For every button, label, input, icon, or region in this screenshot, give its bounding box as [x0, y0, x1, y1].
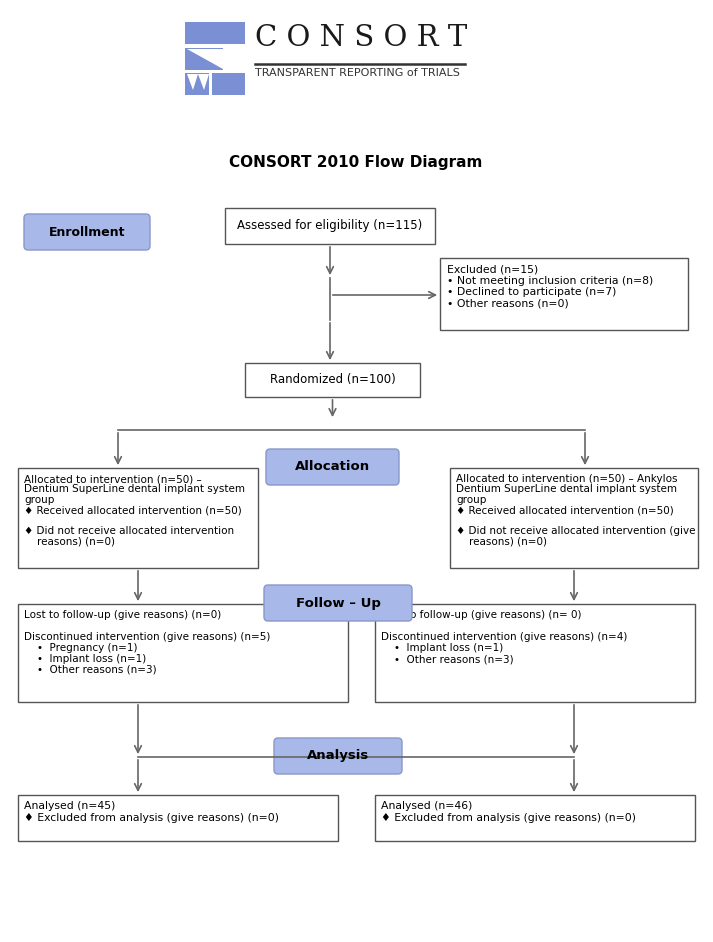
- Text: Follow – Up: Follow – Up: [296, 596, 381, 609]
- Bar: [212, 73, 245, 95]
- Polygon shape: [187, 49, 223, 69]
- FancyBboxPatch shape: [266, 449, 399, 485]
- Text: group: group: [456, 495, 486, 505]
- Text: ♦ Did not receive allocated intervention: ♦ Did not receive allocated intervention: [24, 527, 234, 537]
- Text: Dentium SuperLine dental implant system: Dentium SuperLine dental implant system: [24, 484, 245, 495]
- Text: ♦ Received allocated intervention (n=50): ♦ Received allocated intervention (n=50): [456, 506, 674, 515]
- Text: ♦ Excluded from analysis (give reasons) (n=0): ♦ Excluded from analysis (give reasons) …: [381, 813, 636, 823]
- Bar: [185, 48, 223, 70]
- Text: •  Implant loss (n=1): • Implant loss (n=1): [381, 643, 503, 653]
- Bar: [18, 795, 338, 841]
- Text: Dentium SuperLine dental implant system: Dentium SuperLine dental implant system: [456, 484, 677, 495]
- Text: •  Other reasons (n=3): • Other reasons (n=3): [24, 665, 157, 675]
- Text: TRANSPARENT REPORTING of TRIALS: TRANSPARENT REPORTING of TRIALS: [255, 68, 460, 78]
- Bar: [440, 258, 688, 330]
- Text: Enrollment: Enrollment: [48, 225, 125, 238]
- Text: reasons) (n=0): reasons) (n=0): [456, 537, 547, 547]
- Text: Analysed (n=45): Analysed (n=45): [24, 801, 116, 811]
- Text: reasons) (n=0): reasons) (n=0): [24, 537, 115, 547]
- FancyBboxPatch shape: [274, 738, 402, 774]
- FancyBboxPatch shape: [264, 585, 412, 621]
- Bar: [185, 73, 209, 95]
- Text: • Declined to participate (n=7): • Declined to participate (n=7): [447, 287, 616, 297]
- Text: Allocation: Allocation: [295, 461, 370, 474]
- Text: Allocated to intervention (n=50) –: Allocated to intervention (n=50) –: [24, 474, 202, 484]
- Text: CONSORT 2010 Flow Diagram: CONSORT 2010 Flow Diagram: [230, 155, 483, 170]
- Bar: [375, 795, 695, 841]
- Text: Assessed for eligibility (n=115): Assessed for eligibility (n=115): [237, 219, 423, 233]
- Text: C O N S O R T: C O N S O R T: [255, 24, 467, 52]
- Text: Discontinued intervention (give reasons) (n=5): Discontinued intervention (give reasons)…: [24, 632, 270, 642]
- Text: •  Pregnancy (n=1): • Pregnancy (n=1): [24, 643, 138, 653]
- Text: Randomized (n=100): Randomized (n=100): [270, 373, 396, 386]
- Bar: [185, 70, 245, 73]
- Text: Analysis: Analysis: [307, 750, 369, 762]
- Bar: [375, 604, 695, 702]
- Bar: [185, 22, 245, 44]
- Text: Lost to follow-up (give reasons) (n=0): Lost to follow-up (give reasons) (n=0): [24, 610, 221, 620]
- Bar: [245, 363, 420, 397]
- Bar: [225, 208, 435, 244]
- Text: Analysed (n=46): Analysed (n=46): [381, 801, 473, 811]
- Text: Lost to follow-up (give reasons) (n= 0): Lost to follow-up (give reasons) (n= 0): [381, 610, 582, 620]
- Text: •  Implant loss (n=1): • Implant loss (n=1): [24, 654, 146, 664]
- FancyBboxPatch shape: [24, 214, 150, 250]
- Text: • Other reasons (n=0): • Other reasons (n=0): [447, 298, 569, 308]
- Text: • Not meeting inclusion criteria (n=8): • Not meeting inclusion criteria (n=8): [447, 276, 653, 286]
- Bar: [185, 44, 245, 48]
- Text: Allocated to intervention (n=50) – Ankylos: Allocated to intervention (n=50) – Ankyl…: [456, 474, 677, 484]
- Bar: [450, 468, 698, 568]
- Bar: [18, 468, 258, 568]
- Text: ♦ Did not receive allocated intervention (give: ♦ Did not receive allocated intervention…: [456, 527, 695, 537]
- Text: group: group: [24, 495, 54, 505]
- Bar: [18, 604, 348, 702]
- Text: Discontinued intervention (give reasons) (n=4): Discontinued intervention (give reasons)…: [381, 632, 627, 642]
- Polygon shape: [198, 74, 209, 90]
- Polygon shape: [187, 74, 198, 90]
- Text: Excluded (n=15): Excluded (n=15): [447, 265, 538, 275]
- Text: •  Other reasons (n=3): • Other reasons (n=3): [381, 654, 513, 664]
- Text: ♦ Received allocated intervention (n=50): ♦ Received allocated intervention (n=50): [24, 506, 242, 515]
- Text: ♦ Excluded from analysis (give reasons) (n=0): ♦ Excluded from analysis (give reasons) …: [24, 813, 279, 823]
